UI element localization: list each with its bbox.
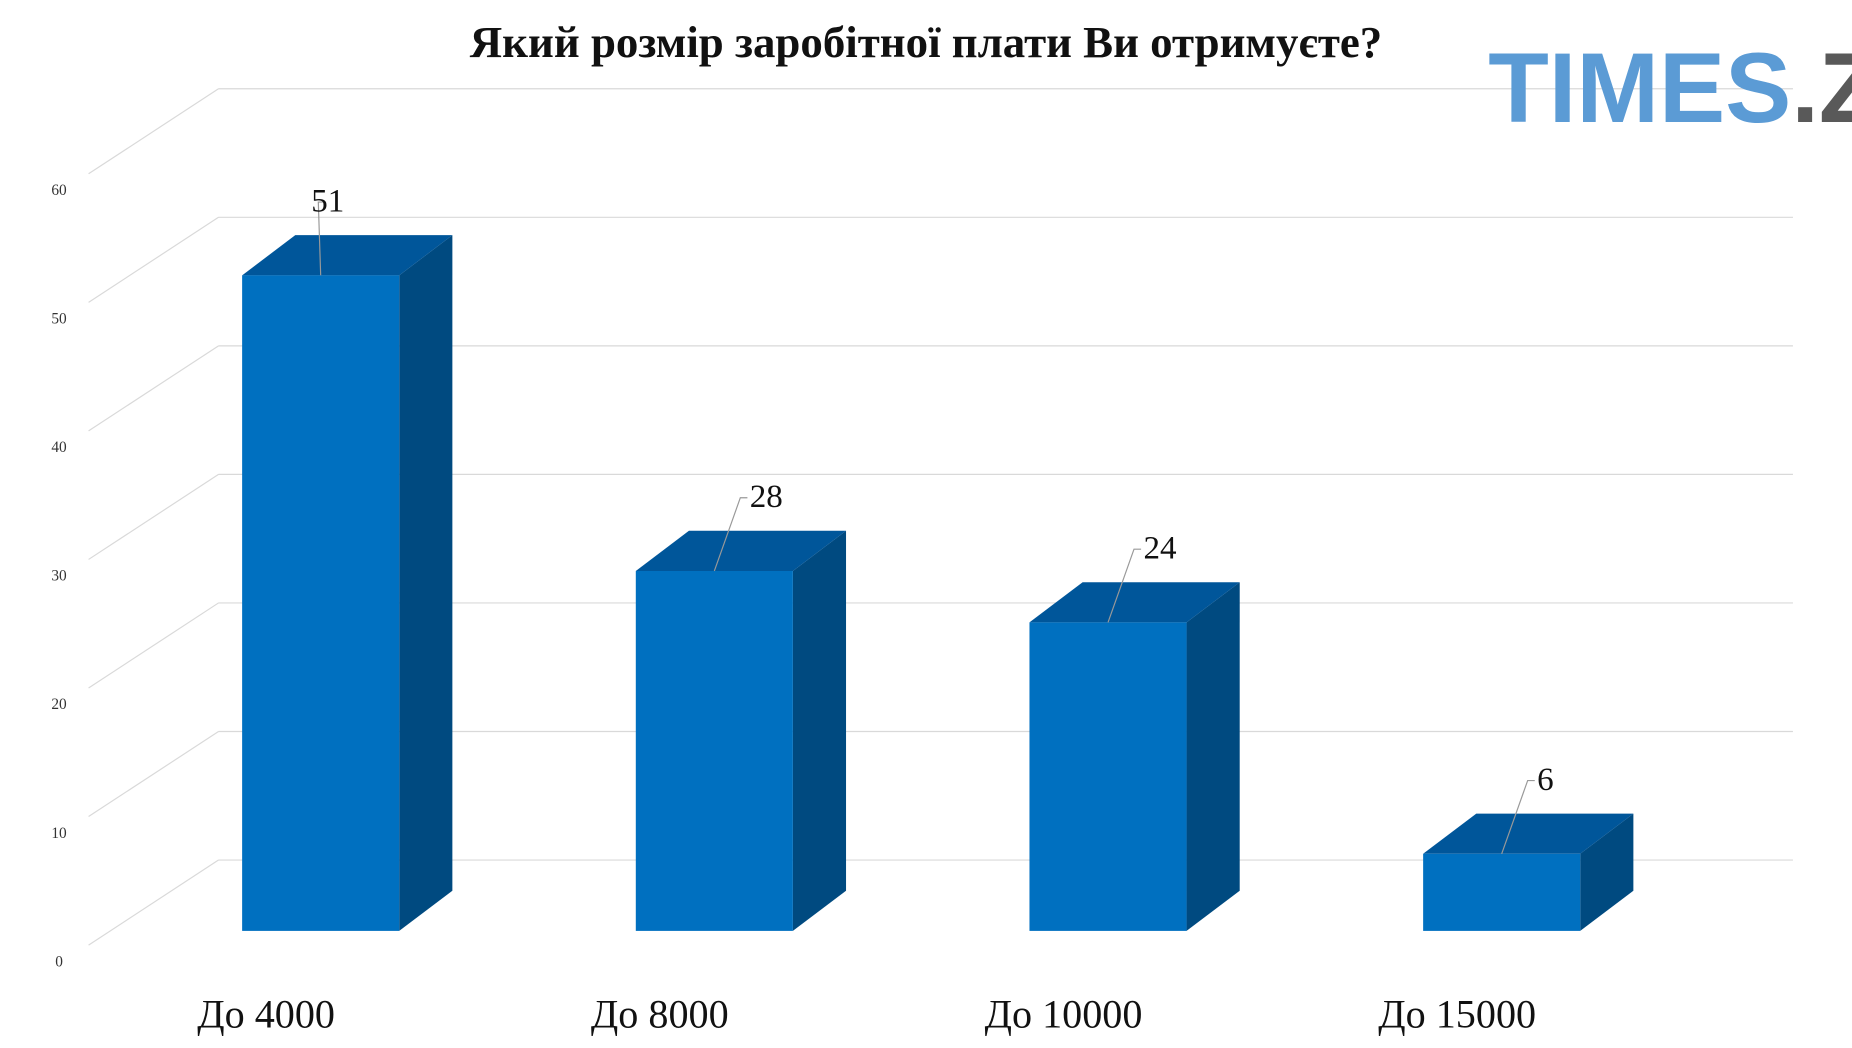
y-tick-label: 40 <box>51 439 67 456</box>
bar-top <box>1423 813 1634 854</box>
y-tick-label: 30 <box>51 568 67 585</box>
grid-line-side <box>88 602 219 689</box>
bar <box>1423 853 1581 931</box>
leader-line <box>317 201 326 276</box>
x-tick-label: До 15000 <box>1378 992 1536 1037</box>
bar-side <box>1580 813 1634 931</box>
value-label: 51 <box>311 184 344 220</box>
y-tick-label: 10 <box>51 825 67 842</box>
value-label: 28 <box>750 479 783 515</box>
grid-line-side <box>88 345 219 432</box>
grid-line-side <box>88 216 219 303</box>
leader-line <box>1501 779 1535 854</box>
y-tick-label: 60 <box>51 182 67 199</box>
bar-top <box>1029 582 1240 623</box>
watermark-left: TIMES <box>1488 33 1791 144</box>
grid-line-side <box>88 473 219 560</box>
leader-line <box>1107 548 1142 623</box>
leader-line <box>713 497 748 572</box>
x-tick-label: До 4000 <box>197 992 335 1037</box>
bar-side <box>1186 582 1240 931</box>
watermark: TIMES.ZT <box>1488 33 1852 144</box>
grid-line-side <box>88 730 219 818</box>
bar <box>242 275 400 931</box>
y-tick-label: 50 <box>51 311 67 328</box>
bar <box>1029 622 1187 931</box>
grid-line-side <box>88 88 219 175</box>
x-tick-label: До 8000 <box>591 992 729 1037</box>
bar-side <box>399 235 453 931</box>
x-tick-label: До 10000 <box>985 992 1143 1037</box>
value-label: 24 <box>1143 531 1177 567</box>
grid-line-side <box>88 859 219 946</box>
bar-side <box>792 530 847 931</box>
bar <box>635 570 793 931</box>
bar-top <box>242 235 453 276</box>
bar-top <box>635 530 847 571</box>
y-tick-label: 0 <box>55 953 63 970</box>
value-label: 6 <box>1537 762 1554 798</box>
chart-title: Який розмір заробітної плати Ви отримуєт… <box>470 17 1382 67</box>
watermark-right: .ZT <box>1791 33 1852 144</box>
y-tick-label: 20 <box>51 696 67 713</box>
